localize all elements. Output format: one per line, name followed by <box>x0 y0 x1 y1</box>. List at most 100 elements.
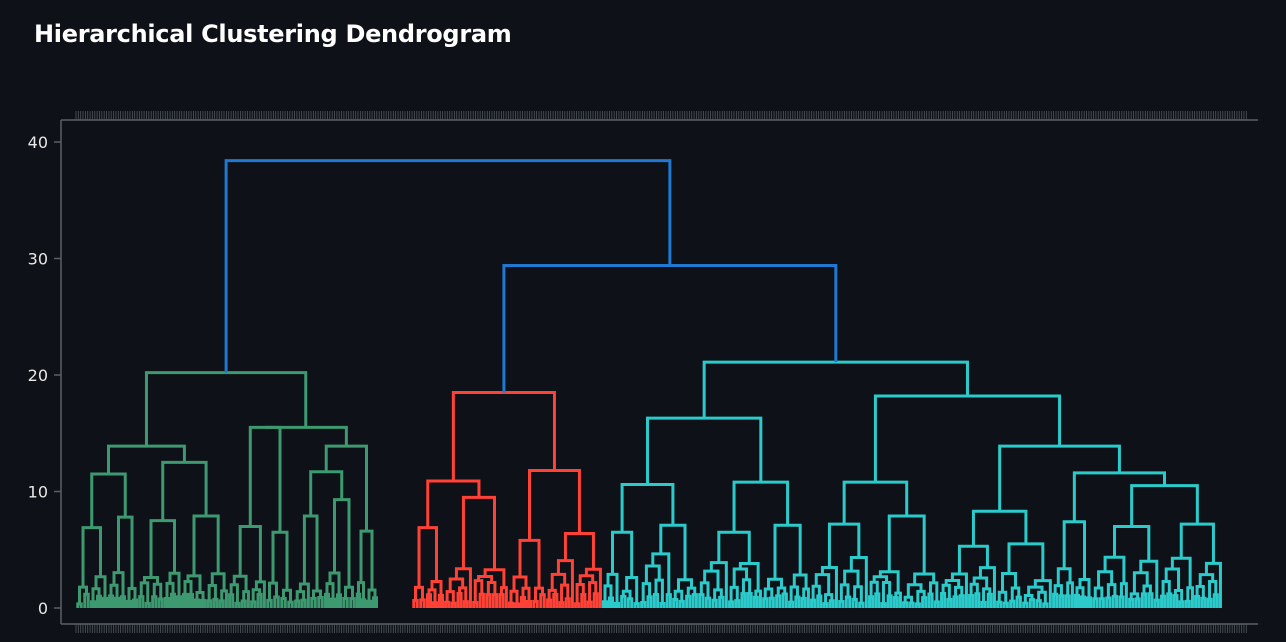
dendrogram-links <box>76 159 1222 608</box>
cluster-3-link <box>998 444 1121 512</box>
cluster-3-link <box>1147 592 1154 608</box>
cluster-1-link <box>372 596 378 608</box>
y-tick-label: 0 <box>38 599 48 618</box>
cluster-1-link <box>300 598 307 608</box>
cluster-1-link <box>273 595 280 608</box>
cluster-3-link <box>775 594 782 608</box>
cluster-2-link <box>486 581 497 595</box>
cluster-3-link <box>842 480 909 525</box>
cluster-2-link <box>508 601 514 608</box>
cluster-1-link <box>349 597 356 608</box>
cluster-3-link <box>792 573 808 590</box>
cluster-3-link <box>734 599 741 608</box>
cluster-3-link <box>822 602 829 608</box>
cluster-2-link <box>444 600 451 608</box>
cluster-2-link <box>498 593 505 608</box>
cluster-2-link <box>550 572 567 591</box>
cluster-1-link <box>164 597 170 608</box>
cluster-3-link <box>1027 585 1044 596</box>
chart-title: Hierarchical Clustering Dendrogram <box>34 20 512 48</box>
cluster-3-link <box>1028 598 1036 608</box>
cluster-2-link <box>426 593 432 608</box>
cluster-3-link <box>1064 594 1071 608</box>
cluster-1-link <box>218 599 225 608</box>
cluster-3-link <box>1170 556 1192 588</box>
cluster-2-link <box>499 586 508 608</box>
cluster-3-link <box>868 595 875 608</box>
cluster-1-link <box>240 599 247 608</box>
cluster-1-link <box>182 592 188 608</box>
cluster-3-link <box>814 573 831 595</box>
cluster-3-link <box>718 595 725 608</box>
cluster-3-link <box>844 595 852 608</box>
cluster-3-link <box>843 569 860 587</box>
cluster-3-link <box>1093 586 1104 599</box>
cluster-3-link <box>800 596 807 608</box>
cluster-3-link <box>874 592 881 608</box>
cluster-1-link <box>248 425 282 533</box>
cluster-3-link <box>974 592 981 608</box>
cluster-3-link <box>645 416 763 485</box>
cluster-2-link <box>539 593 546 608</box>
cluster-2-link <box>417 526 438 588</box>
cluster-2-link <box>552 593 559 608</box>
cluster-1-link <box>94 575 107 599</box>
cluster-3-link <box>816 594 823 608</box>
cluster-1-link <box>149 519 176 578</box>
cluster-3-link <box>640 601 647 608</box>
cluster-2-link <box>528 469 581 541</box>
cluster-2-link <box>546 598 553 608</box>
cluster-2-link <box>427 588 437 603</box>
cluster-1-link <box>132 598 138 608</box>
cluster-3-link <box>713 588 723 601</box>
leaf-rug-top <box>75 111 1247 120</box>
cluster-3-link <box>1092 597 1099 608</box>
cluster-1-link <box>342 597 349 608</box>
cluster-3-link <box>1130 484 1199 527</box>
cluster-3-link <box>626 597 634 608</box>
cluster-3-link <box>1212 593 1219 608</box>
cluster-3-link <box>873 394 1062 483</box>
cluster-1-link <box>302 514 319 591</box>
cluster-2-link <box>526 599 532 608</box>
cluster-3-link <box>729 585 739 602</box>
cluster-3-link <box>921 596 928 608</box>
cluster-3-link <box>728 600 735 608</box>
cluster-1-link <box>234 601 241 608</box>
cluster-1-link <box>183 580 193 595</box>
cluster-3-link <box>838 599 845 608</box>
cluster-2-link <box>580 592 587 608</box>
cluster-3-link <box>827 522 861 568</box>
cluster-1-link <box>330 597 336 608</box>
cluster-3-link <box>1106 583 1117 598</box>
cluster-3-link <box>1009 599 1016 608</box>
cluster-1-link <box>91 587 101 602</box>
cluster-2-link <box>472 600 479 608</box>
cluster-1-link <box>107 444 186 475</box>
cluster-3-link <box>686 586 697 597</box>
cluster-1-link <box>207 584 217 601</box>
cluster-1-link <box>90 472 127 528</box>
cluster-2-link <box>432 601 438 608</box>
cluster-3-link <box>969 582 979 596</box>
cluster-3-link <box>698 593 705 608</box>
cluster-3-link <box>768 596 775 608</box>
cluster-3-link <box>1052 592 1059 608</box>
cluster-1-link <box>139 581 150 604</box>
cluster-1-link <box>317 595 324 608</box>
cluster-3-link <box>1208 580 1218 600</box>
cluster-1-link <box>120 595 126 608</box>
cluster-3-link <box>746 591 753 608</box>
cluster-1-link <box>212 597 219 608</box>
cluster-3-link <box>704 596 712 608</box>
cluster-1-link <box>295 590 306 601</box>
cluster-3-link <box>614 601 620 608</box>
cluster-1-link <box>194 598 200 608</box>
cluster-3-link <box>1105 596 1112 608</box>
cluster-2-link <box>574 602 581 608</box>
cluster-3-link <box>1035 599 1042 608</box>
cluster-3-link <box>802 587 810 608</box>
rug-ticks-top <box>75 111 1247 120</box>
rug-ticks-bottom <box>75 624 1247 633</box>
cluster-1-link <box>127 586 137 602</box>
